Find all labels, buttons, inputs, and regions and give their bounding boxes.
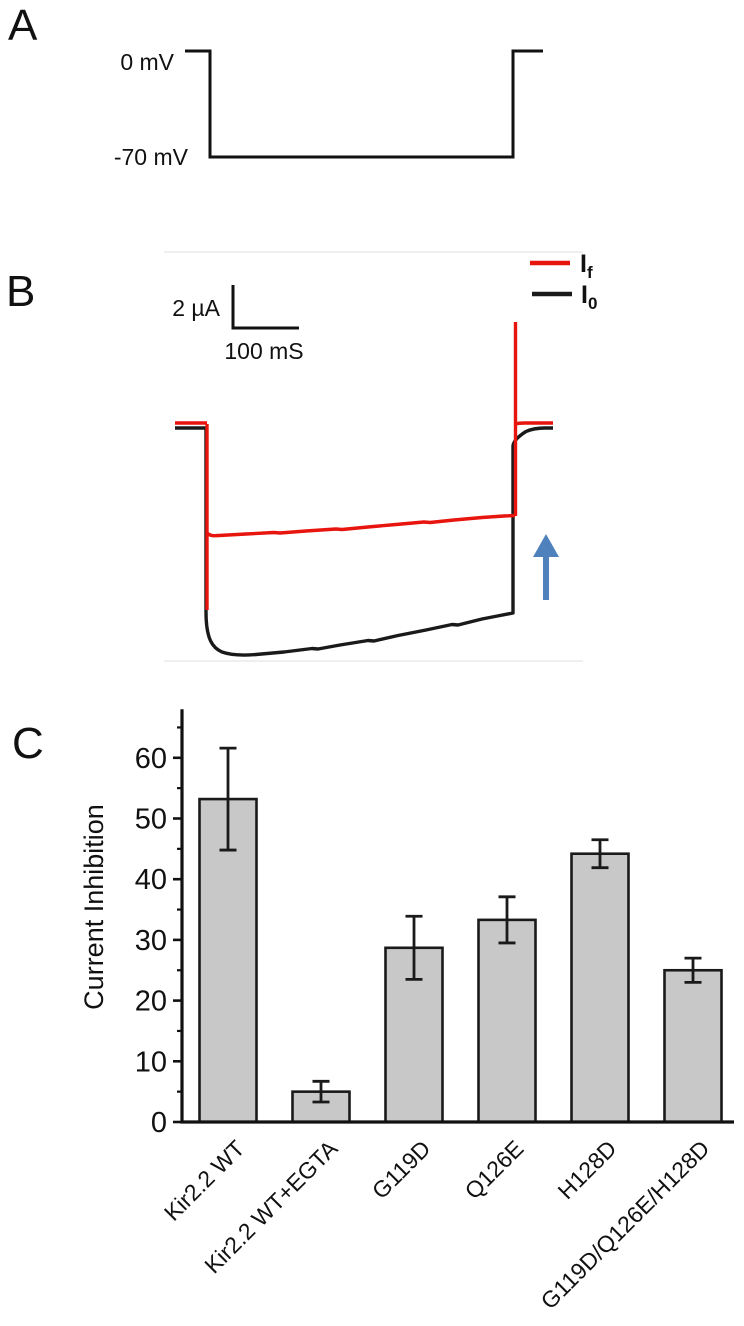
blue-arrow-head (533, 534, 559, 557)
voltage-protocol-trace (185, 49, 543, 159)
panel-a-letter: A (8, 1, 38, 50)
y-tick-label-0: 0 (151, 1107, 167, 1139)
bar-3 (477, 918, 537, 1124)
legend-i0-base: I (581, 281, 588, 309)
y-tick-label-30: 30 (135, 925, 167, 957)
x-axis-label-0: Kir2.2 WT (159, 1135, 250, 1226)
y-tick-label-60: 60 (135, 743, 167, 775)
bar-4 (570, 852, 630, 1124)
legend-if-sub: f (587, 263, 593, 282)
x-axis-label-2: G119D (367, 1135, 436, 1204)
time-scale-label: 100 mS (224, 338, 303, 364)
black-trace-i0 (175, 426, 553, 657)
legend-i0-sub: 0 (588, 294, 597, 313)
bar-5 (663, 968, 723, 1124)
legend-i0-label: I0 (581, 281, 597, 313)
x-axis-label-3: Q126E (460, 1135, 529, 1204)
panel-c-letter: C (12, 719, 44, 768)
x-axis-label-5: G119D/Q126E/H128D (536, 1135, 715, 1314)
y-tick-label-20: 20 (135, 986, 167, 1018)
y-axis-title: Current Inhibition (79, 804, 109, 1010)
scale-bars (231, 285, 299, 330)
legend-if-label: If (580, 250, 593, 282)
panel-b: B 2 µA 100 mS If I0 (6, 250, 597, 662)
y-tick-label-50: 50 (135, 804, 167, 836)
legend-if-base: I (580, 250, 587, 278)
panel-a: A 0 mV -70 mV (8, 1, 543, 170)
x-axis-label-4: H128D (553, 1135, 622, 1204)
step-voltage-label: -70 mV (114, 144, 189, 170)
hold-voltage-label: 0 mV (120, 49, 174, 75)
panel-b-letter: B (6, 267, 35, 316)
red-trace-plateau (205, 513, 516, 538)
panel-c: C Current Inhibition 0 10 20 30 40 50 60 Kir2.2… (12, 709, 734, 1314)
bar-0 (198, 797, 258, 1124)
y-tick-label-10: 10 (135, 1046, 167, 1078)
current-scale-label: 2 µA (172, 295, 220, 321)
bar-2 (384, 946, 444, 1124)
red-trace-baseline-right (514, 421, 553, 426)
y-tick-label-40: 40 (135, 864, 167, 896)
